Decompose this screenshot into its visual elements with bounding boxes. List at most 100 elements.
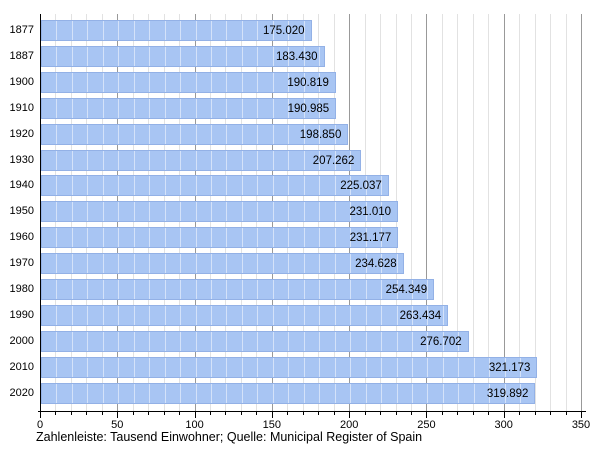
bar-gridline-overlay: [365, 331, 367, 351]
bar-gridline-overlay: [56, 21, 58, 40]
bar-gridline-overlay: [303, 202, 305, 222]
bar-gridline-overlay: [458, 331, 460, 351]
bar-gridline-overlay: [288, 21, 290, 40]
bar-gridline-overlay: [381, 228, 383, 248]
bar-gridline-overlay: [365, 280, 367, 299]
major-gridline: [426, 14, 428, 411]
year-label: 1990: [9, 308, 34, 321]
bar-gridline-overlay: [180, 21, 182, 40]
bar-gridline-overlay: [180, 357, 182, 377]
bar-gridline-overlay: [257, 150, 259, 170]
bar-gridline-overlay: [226, 21, 228, 40]
bar-gridline-overlay: [288, 150, 290, 170]
bar-gridline-overlay: [56, 383, 58, 403]
bar-gridline-overlay: [241, 357, 243, 377]
bar-gridline-overlay: [71, 305, 73, 325]
bar-gridline-overlay: [56, 331, 58, 351]
bar-gridline-overlay: [71, 331, 73, 351]
bar-gridline-overlay: [211, 21, 213, 40]
minor-tick: [240, 412, 242, 415]
bar-gridline-overlay: [87, 202, 89, 222]
bar-gridline-overlay: [195, 357, 197, 377]
bar-gridline-overlay: [288, 176, 290, 196]
minor-gridline: [534, 14, 536, 411]
bar-gridline-overlay: [226, 357, 228, 377]
bar-gridline-overlay: [272, 98, 274, 118]
bar-gridline-overlay: [195, 124, 197, 144]
minor-gridline: [519, 14, 521, 411]
bar-gridline-overlay: [303, 72, 305, 92]
bar-gridline-overlay: [396, 254, 398, 274]
year-label: 1877: [9, 24, 34, 36]
bar-gridline-overlay: [257, 21, 259, 40]
bar-gridline-overlay: [272, 305, 274, 325]
bar-gridline-overlay: [257, 280, 259, 299]
bar-gridline-overlay: [180, 46, 182, 66]
bar-gridline-overlay: [381, 357, 383, 377]
bar-gridline-overlay: [288, 228, 290, 248]
bar-gridline-overlay: [149, 124, 151, 144]
bar-gridline-overlay: [319, 254, 321, 274]
bar-gridline-overlay: [180, 202, 182, 222]
bar-gridline-overlay: [257, 357, 259, 377]
bar-gridline-overlay: [164, 21, 166, 40]
bar-gridline-overlay: [350, 202, 352, 222]
bar-gridline-overlay: [164, 176, 166, 196]
bar-value-label: 225.037: [340, 180, 382, 193]
bar-gridline-overlay: [133, 21, 135, 40]
bar-gridline-overlay: [87, 72, 89, 92]
bar-gridline-overlay: [133, 98, 135, 118]
bar-gridline-overlay: [102, 124, 104, 144]
population-bar: 190.985: [41, 97, 337, 119]
bar-gridline-overlay: [226, 305, 228, 325]
bar-gridline-overlay: [102, 228, 104, 248]
bar-gridline-overlay: [87, 124, 89, 144]
bar-gridline-overlay: [272, 254, 274, 274]
major-tick: [271, 412, 273, 418]
bar-gridline-overlay: [118, 228, 120, 248]
bar-gridline-overlay: [164, 124, 166, 144]
bar-gridline-overlay: [118, 305, 120, 325]
bar-gridline-overlay: [226, 176, 228, 196]
bar-gridline-overlay: [272, 124, 274, 144]
bar-gridline-overlay: [118, 280, 120, 299]
bar-value-label: 207.262: [312, 154, 355, 167]
bar-gridline-overlay: [427, 331, 429, 351]
bar-gridline-overlay: [442, 357, 444, 377]
bar-gridline-overlay: [180, 280, 182, 299]
bar-gridline-overlay: [241, 150, 243, 170]
bar-gridline-overlay: [365, 176, 367, 196]
bar-gridline-overlay: [149, 46, 151, 66]
bar-gridline-overlay: [118, 150, 120, 170]
bar-value-label: 231.010: [349, 206, 392, 219]
major-tick: [581, 412, 582, 418]
bar-gridline-overlay: [288, 357, 290, 377]
bar-gridline-overlay: [211, 383, 213, 403]
bar-gridline-overlay: [56, 124, 58, 144]
bar-gridline-overlay: [241, 21, 243, 40]
bar-gridline-overlay: [133, 357, 135, 377]
bar-gridline-overlay: [381, 254, 383, 274]
bar-gridline-overlay: [211, 150, 213, 170]
bar-gridline-overlay: [334, 280, 336, 299]
bar-gridline-overlay: [149, 98, 151, 118]
bar-gridline-overlay: [396, 280, 398, 299]
bar-gridline-overlay: [164, 280, 166, 299]
bar-gridline-overlay: [411, 357, 413, 377]
year-label: 1900: [9, 75, 34, 88]
minor-tick: [441, 412, 443, 415]
bar-gridline-overlay: [257, 98, 259, 118]
bar-gridline-overlay: [365, 202, 367, 222]
bar-value-label: 234.628: [355, 258, 397, 271]
bar-gridline-overlay: [334, 357, 336, 377]
bar-gridline-overlay: [442, 331, 444, 351]
bar-gridline-overlay: [396, 331, 398, 351]
population-bar: 225.037: [41, 175, 389, 197]
population-bar: 319.892: [41, 382, 536, 404]
minor-tick: [163, 412, 165, 415]
minor-tick: [287, 412, 289, 415]
bar-gridline-overlay: [102, 202, 104, 222]
bar-gridline-overlay: [427, 305, 429, 325]
minor-tick: [225, 412, 227, 415]
